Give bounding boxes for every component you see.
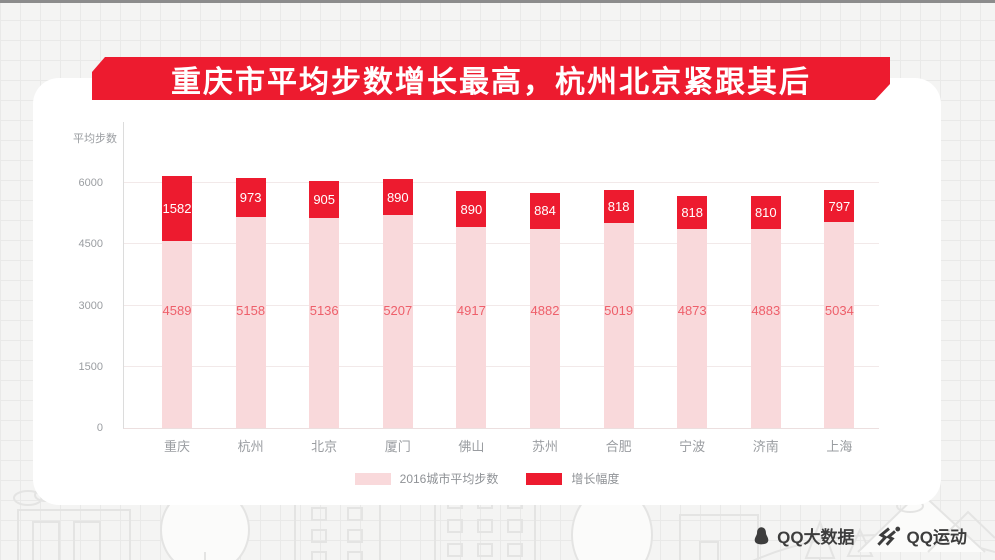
base-segment: [677, 229, 708, 428]
x-axis-label: 济南: [752, 439, 779, 454]
x-axis-label: 合肥: [605, 439, 632, 454]
x-axis-label: 苏州: [531, 439, 558, 454]
y-tick-label: 6000: [78, 177, 103, 189]
banner-title: 重庆市平均步数增长最高，杭州北京紧跟其后: [171, 65, 811, 99]
base-segment: [309, 218, 340, 428]
bar-column: 905 5136: [309, 181, 340, 428]
base-segment: [530, 228, 560, 428]
top-border-strip: [0, 0, 995, 3]
qq-sports-logo: QQ运动: [876, 523, 967, 548]
base-segment: [750, 228, 781, 428]
base-value-label: 5158: [236, 303, 266, 318]
x-axis-label: 北京: [311, 439, 338, 454]
y-tick-label: 1500: [78, 360, 103, 373]
bar-column: 797 5034: [824, 189, 855, 428]
base-value-label: 5136: [309, 303, 339, 318]
legend-label: 增长幅度: [571, 472, 620, 486]
growth-segment: 890: [456, 190, 487, 228]
penguin-icon: [754, 526, 769, 544]
y-tick-label: 0: [96, 422, 103, 434]
legend-item: 增长幅度: [526, 470, 619, 487]
legend-swatch: [354, 472, 391, 485]
growth-segment: 1582: [162, 176, 192, 241]
base-value-label: 4917: [456, 303, 486, 318]
gridline: [124, 365, 879, 367]
base-segment: [162, 240, 192, 428]
bar-column: 973 5158: [235, 177, 266, 428]
bar-column: 884 4882: [530, 192, 560, 428]
base-value-label: 5207: [383, 303, 413, 318]
x-axis-label: 佛山: [458, 439, 485, 454]
gridline: [124, 182, 879, 183]
bar-column: 890 4917: [456, 190, 487, 428]
growth-segment: 890: [382, 179, 413, 216]
base-value-label: 5034: [824, 303, 854, 318]
growth-segment: 905: [309, 181, 340, 219]
x-axis-label: 重庆: [163, 439, 190, 454]
y-tick-label: 3000: [78, 299, 103, 312]
gridline: [124, 304, 879, 306]
base-value-label: 4883: [751, 303, 781, 318]
base-value-label: 4882: [530, 303, 560, 318]
growth-segment: 797: [824, 189, 855, 223]
title-banner: 重庆市平均步数增长最高，杭州北京紧跟其后: [92, 57, 890, 100]
y-axis-ticks: 0 1500 3000 4500 6000: [33, 122, 113, 434]
qq-sports-label: QQ运动: [906, 528, 967, 547]
x-axis-label: 厦门: [384, 439, 411, 454]
qq-bigdata-logo: QQ大数据: [752, 523, 855, 548]
plot-area: 1582 4589 重庆 973 5158 杭州 905 5136 北京 890 5207 厦门 890…: [123, 122, 879, 454]
bar-column: 1582 4589: [162, 176, 192, 428]
bar-column: 818 4873: [677, 195, 708, 428]
bar-column: 890 5207: [382, 179, 413, 428]
growth-segment: 818: [603, 189, 634, 224]
legend-item: 2016城市平均步数: [354, 470, 499, 487]
base-value-label: 4589: [162, 303, 192, 318]
qq-bigdata-label: QQ大数据: [777, 528, 855, 547]
growth-segment: 973: [235, 177, 266, 218]
branding-row: QQ大数据 QQ运动: [752, 523, 967, 548]
growth-segment: 818: [677, 195, 708, 230]
y-axis-title: 平均步数: [73, 133, 117, 145]
base-segment: [824, 222, 855, 428]
base-segment: [456, 227, 487, 428]
legend-swatch: [526, 472, 563, 485]
base-segment: [382, 215, 413, 428]
legend-label: 2016城市平均步数: [399, 472, 499, 486]
x-axis-label: 上海: [826, 439, 853, 454]
bar-column: 810 4883: [750, 195, 781, 428]
x-axis-label: 宁波: [679, 439, 706, 454]
base-value-label: 4873: [677, 303, 707, 318]
base-value-label: 5019: [604, 303, 634, 318]
runner-icon: [876, 526, 900, 546]
bar-column: 818 5019: [603, 189, 634, 428]
chart-legend: 2016城市平均步数 增长幅度: [33, 470, 941, 487]
x-axis-label: 杭州: [237, 439, 264, 454]
growth-segment: 884: [530, 192, 560, 229]
base-segment: [603, 223, 634, 428]
y-tick-label: 4500: [78, 238, 103, 251]
chart-card: 平均步数 0 1500 3000 4500 6000 1582 4589 重庆 973 5158…: [33, 78, 941, 505]
base-segment: [235, 217, 266, 428]
gridline: [124, 243, 879, 245]
growth-segment: 810: [750, 195, 781, 229]
